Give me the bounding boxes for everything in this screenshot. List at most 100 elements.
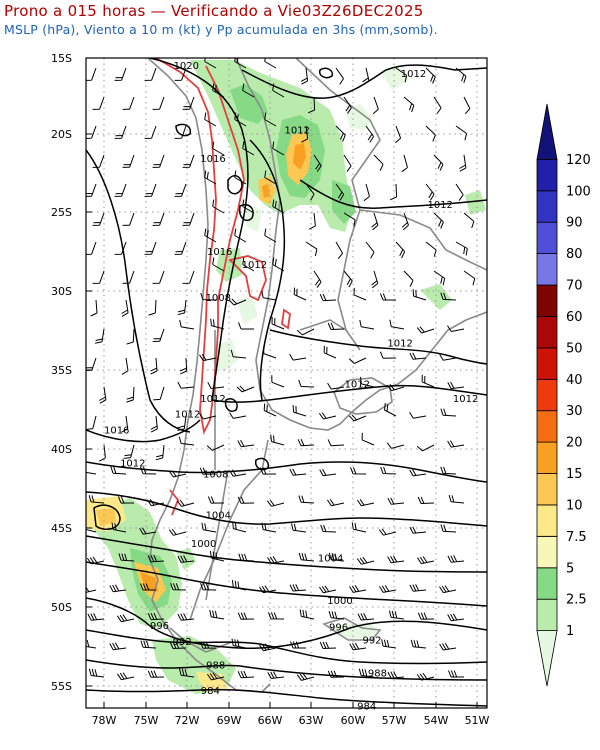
colorbar-swatch — [536, 473, 558, 506]
wind-barb — [389, 319, 405, 330]
wind-barb — [440, 524, 457, 533]
wind-barb — [363, 183, 370, 202]
colorbar-swatch — [536, 284, 558, 317]
wind-barb — [206, 672, 225, 681]
wind-barb — [230, 349, 247, 359]
wind-barb — [356, 556, 375, 565]
wind-barb — [237, 496, 255, 504]
wind-barb — [87, 613, 105, 621]
wind-barb — [320, 524, 337, 533]
lat-label-35s: 35S — [51, 364, 72, 377]
wind-barb — [388, 610, 405, 620]
wind-barb — [114, 67, 127, 81]
lon-label-51w: 51W — [465, 714, 490, 727]
wind-barb — [272, 257, 285, 272]
wind-barb — [199, 641, 217, 649]
wind-barb — [174, 125, 187, 139]
wind-barb — [122, 270, 135, 284]
wind-barb — [179, 357, 188, 375]
wind-barb — [118, 553, 135, 562]
wind-barb — [289, 584, 307, 592]
wind-barb — [305, 241, 318, 257]
isobar-label: 1012 — [242, 260, 267, 271]
wind-barb — [433, 96, 442, 114]
wind-barb — [386, 383, 405, 392]
wind-barb — [327, 382, 345, 390]
wind-barb — [387, 671, 405, 679]
wind-barb — [417, 612, 435, 620]
isobar-label: 1004 — [206, 511, 231, 522]
wind-barb — [86, 415, 97, 430]
wind-barb — [237, 670, 255, 679]
wind-barb — [267, 671, 285, 679]
isobar-label: 988 — [368, 668, 387, 679]
wind-barb — [327, 670, 345, 678]
colorbar-label: 80 — [566, 247, 583, 262]
wind-barb — [258, 585, 277, 594]
lon-label-63w: 63W — [299, 714, 324, 727]
wind-barb — [299, 609, 315, 620]
wind-barb — [300, 67, 309, 85]
colorbar-swatch — [536, 253, 558, 286]
wind-barb — [92, 212, 105, 226]
wind-barb — [199, 467, 217, 475]
wind-barb — [146, 499, 165, 507]
wind-barb — [335, 241, 344, 260]
wind-barb — [207, 382, 225, 389]
wind-barb — [201, 522, 217, 533]
wind-barb — [88, 668, 105, 678]
wind-barb — [318, 585, 337, 594]
wind-barb — [176, 499, 195, 507]
isobar-label: 1012 — [284, 126, 309, 137]
colorbar-label: 90 — [566, 216, 583, 231]
wind-barb — [433, 212, 444, 229]
wind-barb — [416, 672, 435, 681]
wind-barb — [114, 183, 127, 197]
wind-barb — [204, 170, 217, 185]
wind-barb — [234, 228, 247, 243]
wind-barb — [343, 212, 356, 227]
wind-barb — [178, 436, 195, 446]
wind-barb — [152, 270, 165, 284]
wind-barb — [92, 96, 105, 110]
wind-barb — [328, 552, 345, 562]
wind-barb — [360, 376, 375, 388]
wind-barb — [144, 183, 157, 197]
wind-barb — [455, 241, 468, 256]
colorbar-label: 40 — [566, 373, 583, 388]
wind-barb — [447, 613, 465, 622]
lat-label-45s: 45S — [51, 522, 72, 535]
wind-barb — [174, 67, 187, 81]
map-subtitle: MSLP (hPa), Viento a 10 m (kt) y Pp acum… — [4, 22, 438, 37]
wind-barb — [259, 467, 277, 475]
lon-label-75w: 75W — [134, 714, 159, 727]
wind-barb — [140, 583, 156, 591]
wind-barb — [210, 318, 225, 330]
wind-barb — [373, 154, 384, 171]
wind-barb — [182, 212, 195, 226]
wind-barb — [433, 270, 446, 286]
wind-barb — [425, 125, 436, 142]
axis-ticks — [86, 57, 478, 708]
colorbar-label: 60 — [566, 310, 583, 325]
wind-barb — [378, 528, 397, 536]
wind-barb — [293, 287, 307, 301]
wind-barb — [86, 469, 97, 475]
wind-barb — [365, 125, 375, 143]
wind-barb — [264, 112, 277, 127]
wind-barb — [179, 668, 195, 678]
isobar-label: 984 — [201, 686, 220, 697]
wind-barb — [417, 496, 435, 504]
wind-barb — [117, 496, 135, 504]
wind-barb — [177, 555, 195, 563]
colorbar-label: 30 — [566, 404, 583, 419]
red-isobar — [155, 58, 291, 516]
wind-barb — [147, 670, 165, 678]
wind-barb — [147, 612, 165, 621]
wind-barb — [170, 583, 187, 591]
wind-barb — [361, 432, 375, 446]
wind-barb — [272, 141, 285, 156]
wind-barb — [409, 469, 427, 477]
wind-barb — [263, 346, 277, 359]
wind-barb — [152, 212, 165, 226]
